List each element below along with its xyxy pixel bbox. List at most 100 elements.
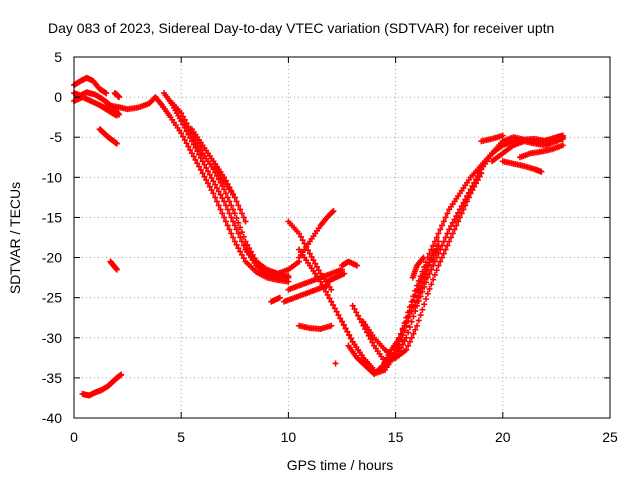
data-point	[244, 241, 251, 248]
data-point	[426, 250, 433, 257]
data-point	[185, 131, 192, 138]
data-point	[406, 324, 413, 331]
data-point	[399, 326, 406, 333]
data-point	[341, 270, 348, 277]
series-track-early-top-c	[71, 94, 120, 119]
series-track-middle-c	[296, 246, 378, 373]
data-point	[331, 305, 338, 312]
data-point	[499, 132, 506, 139]
data-point	[222, 218, 229, 225]
data-point	[414, 322, 421, 329]
data-point	[185, 123, 192, 130]
data-point	[181, 116, 188, 123]
data-point	[219, 210, 226, 217]
data-series	[71, 74, 566, 399]
data-point	[217, 191, 224, 198]
data-point	[230, 206, 237, 213]
series-track-late-a	[489, 134, 566, 165]
data-point	[396, 334, 403, 341]
data-point	[219, 183, 226, 190]
x-tick-label: 10	[281, 429, 297, 445]
data-point	[215, 168, 222, 175]
data-point	[118, 371, 125, 378]
x-tick-label: 15	[388, 429, 404, 445]
data-point	[419, 274, 426, 281]
data-point	[212, 169, 219, 176]
data-point	[435, 242, 442, 249]
data-point	[231, 194, 238, 201]
series-track-middle-d	[296, 208, 337, 261]
data-point	[333, 308, 340, 315]
data-point	[447, 223, 454, 230]
y-tick-label: -15	[42, 209, 62, 225]
data-point	[446, 226, 453, 233]
data-point	[474, 177, 481, 184]
data-point	[312, 260, 319, 267]
data-point	[440, 218, 447, 225]
data-point	[447, 234, 454, 241]
data-point	[394, 346, 401, 353]
data-point	[354, 262, 361, 269]
data-point	[237, 248, 244, 255]
data-point	[415, 282, 422, 289]
series-track-middle-j	[268, 294, 283, 305]
data-point	[440, 238, 447, 245]
data-point	[428, 255, 435, 262]
y-tick-label: -30	[42, 330, 62, 346]
data-point	[458, 210, 465, 217]
data-point	[328, 322, 335, 329]
data-point	[197, 166, 204, 173]
series-track-early-mid	[96, 126, 120, 147]
data-point	[405, 313, 412, 320]
data-point	[221, 198, 228, 205]
series-track-descent-c	[167, 98, 303, 277]
plot-frame	[73, 56, 611, 419]
data-point	[238, 210, 245, 217]
data-point	[406, 338, 413, 345]
data-point	[453, 213, 460, 220]
data-point	[113, 266, 120, 273]
data-point	[422, 296, 429, 303]
data-point	[476, 173, 483, 180]
y-tick-label: -40	[42, 410, 62, 426]
data-point	[453, 222, 460, 229]
data-point	[428, 246, 435, 253]
data-point	[237, 206, 244, 213]
y-tick-label: -10	[42, 169, 62, 185]
data-point	[326, 295, 333, 302]
data-point	[478, 170, 485, 177]
data-point	[329, 209, 336, 216]
data-point	[324, 291, 331, 298]
data-point	[419, 306, 426, 313]
series-track-middle-h	[323, 270, 348, 285]
data-point	[217, 171, 224, 178]
series-track-early-bottom	[79, 371, 125, 399]
data-point	[421, 283, 428, 290]
data-point	[194, 148, 201, 155]
data-point	[424, 290, 431, 297]
data-point	[228, 202, 235, 209]
data-point	[212, 161, 219, 168]
data-point	[231, 238, 238, 245]
data-point	[215, 202, 222, 209]
data-point	[276, 294, 283, 301]
data-point	[231, 222, 238, 229]
data-point	[433, 254, 440, 261]
data-point	[367, 336, 374, 343]
data-point	[183, 128, 190, 135]
data-point	[224, 206, 231, 213]
data-point	[221, 214, 228, 221]
data-point	[233, 226, 240, 233]
data-point	[420, 254, 427, 261]
data-point	[460, 206, 467, 213]
data-point	[213, 185, 220, 192]
series-track-late-b	[499, 134, 566, 145]
data-point	[237, 224, 244, 231]
series-track-descent-a	[103, 94, 292, 285]
data-point	[401, 322, 408, 329]
data-point	[103, 90, 110, 97]
data-point	[410, 330, 417, 337]
data-point	[405, 342, 412, 349]
data-point	[197, 154, 204, 161]
data-point	[408, 334, 415, 341]
